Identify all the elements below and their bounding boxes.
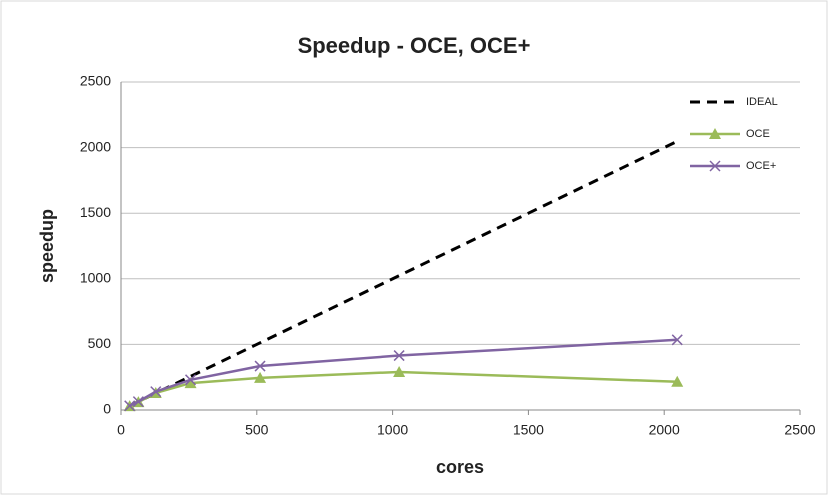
marker [671, 375, 684, 387]
chart-title: Speedup - OCE, OCE+ [298, 33, 531, 58]
y-tick-label: 2000 [80, 138, 111, 154]
marker [150, 386, 162, 398]
x-tick-label: 2000 [649, 422, 680, 438]
marker [184, 374, 197, 386]
x-tick-label: 2500 [784, 422, 815, 438]
marker [393, 350, 405, 362]
y-axis-title: speedup [37, 209, 57, 283]
y-tick-label: 2500 [80, 73, 111, 89]
marker [124, 400, 136, 412]
x-axis-title: cores [436, 457, 484, 477]
legend-label: OCE+ [746, 160, 776, 172]
x-tick-label: 1500 [513, 422, 544, 438]
legend-label: OCE [746, 128, 770, 140]
marker [254, 371, 267, 383]
marker [132, 396, 144, 408]
marker [671, 334, 683, 346]
marker [709, 128, 721, 139]
y-tick-label: 0 [103, 401, 111, 417]
y-tick-label: 1500 [80, 204, 111, 220]
y-tick-label: 500 [88, 335, 112, 351]
marker [254, 360, 266, 372]
marker [393, 365, 406, 377]
legend-label: IDEAL [746, 96, 778, 108]
x-tick-label: 500 [245, 422, 269, 438]
marker [184, 377, 197, 389]
x-tick-label: 0 [117, 422, 125, 438]
y-tick-label: 1000 [80, 270, 111, 286]
marker [709, 160, 721, 172]
x-tick-label: 1000 [377, 422, 408, 438]
